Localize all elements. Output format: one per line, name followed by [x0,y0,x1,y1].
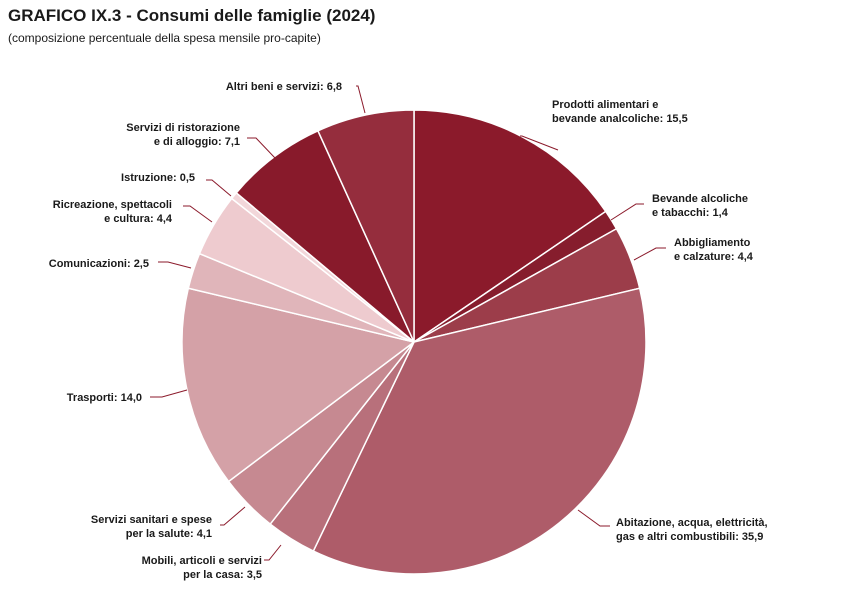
leader-line [183,205,213,223]
leader-line [220,506,246,526]
leader-line [158,261,192,269]
leader-line [610,203,644,221]
slice-label: Istruzione: 0,5 [121,172,195,184]
slice-label: Prodotti alimentari e bevande analcoliche… [552,99,688,125]
leader-line [264,544,282,561]
pie-slice [316,109,415,343]
slice-label: Servizi sanitari e spese per la salute: 4… [91,514,212,540]
leader-line [577,509,610,527]
leader-line [633,247,666,261]
pie-slice [181,287,416,483]
pie-slice [413,109,607,344]
slice-label: Mobili, articoli e servizi per la casa: 3… [142,555,262,581]
slice-label: Trasporti: 14,0 [67,392,142,404]
chart-title: GRAFICO IX.3 - Consumi delle famiglie (2… [8,6,376,25]
slice-label: Bevande alcoliche e tabacchi: 1,4 [652,193,748,219]
leader-line [206,179,232,197]
leader-line [356,85,366,114]
slice-label: Altri beni e servizi: 6,8 [226,81,342,93]
leader-line [520,135,559,151]
slice-label: Abbigliamento e calzature: 4,4 [674,237,754,263]
leader-line [150,389,188,398]
slice-label: Comunicazioni: 2,5 [49,258,149,270]
chart-subtitle: (composizione percentuale della spesa me… [8,31,321,45]
leader-line [247,137,276,159]
slice-label: Servizi di ristorazione e di alloggio: 7,… [126,122,240,148]
slice-label: Ricreazione, spettacoli e cultura: 4,4 [53,199,173,225]
slice-label: Abitazione, acqua, elettricità, gas e alt… [616,517,768,543]
pie-slice [312,287,647,575]
